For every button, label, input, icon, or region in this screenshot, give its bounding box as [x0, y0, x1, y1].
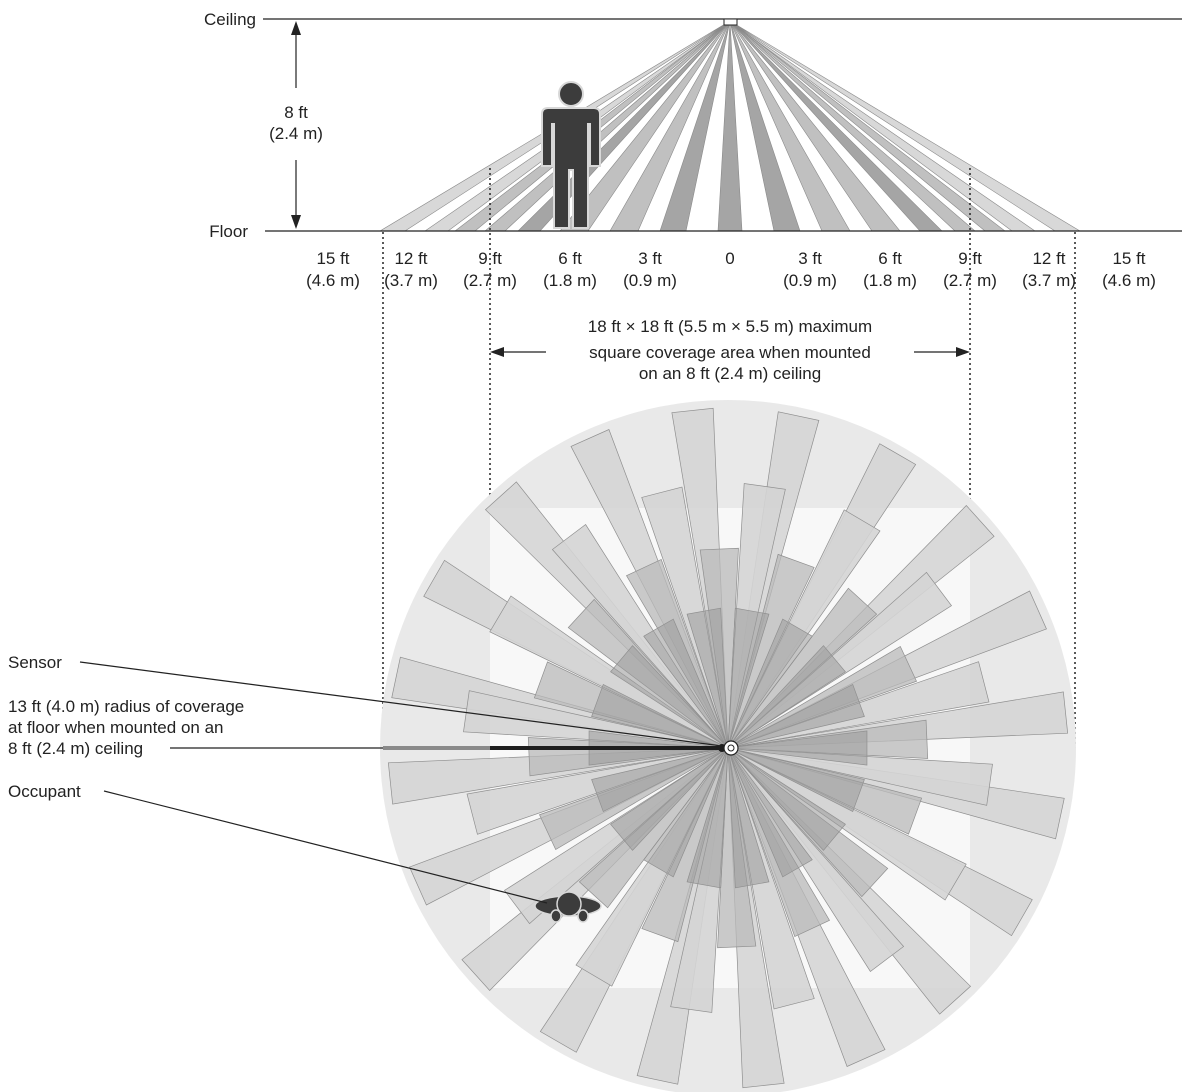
top-beam	[686, 747, 729, 889]
tick-label-m: (0.9 m)	[623, 271, 677, 290]
side-beam	[729, 20, 943, 231]
tick-label-ft: 15 ft	[1112, 249, 1145, 268]
sensor-callout-label: Sensor	[8, 653, 62, 672]
top-beam	[591, 683, 729, 749]
top-beam	[643, 747, 729, 878]
top-beam	[643, 618, 729, 749]
radius-callout-line3: 8 ft (2.4 m) ceiling	[8, 739, 143, 758]
sensor-ceiling-icon	[723, 18, 738, 26]
side-beam	[729, 20, 901, 231]
occupant-leader-line	[103, 790, 548, 904]
top-view	[380, 400, 1076, 1092]
top-beam	[686, 607, 729, 749]
top-beam	[727, 747, 865, 813]
coverage-note-line1: 18 ft × 18 ft (5.5 m × 5.5 m) maximum	[588, 317, 872, 336]
height-m-label: (2.4 m)	[269, 124, 323, 143]
tick-label-m: (1.8 m)	[863, 271, 917, 290]
tick-label-ft: 15 ft	[316, 249, 349, 268]
top-beam	[610, 747, 729, 851]
tick-label-m: (3.7 m)	[1022, 271, 1076, 290]
coverage-note-line3: on an 8 ft (2.4 m) ceiling	[639, 364, 821, 383]
top-beam	[727, 747, 846, 851]
height-ft-label: 8 ft	[284, 103, 308, 122]
top-beam	[727, 607, 770, 749]
side-beam	[729, 20, 976, 231]
tick-label-ft: 6 ft	[558, 249, 582, 268]
height-dimension-arrow	[291, 21, 301, 229]
callouts: Sensor 13 ft (4.0 m) radius of coverage …	[8, 653, 723, 904]
tick-label-ft: 0	[725, 249, 734, 268]
top-beam	[727, 645, 846, 749]
tick-label-ft: 6 ft	[878, 249, 902, 268]
side-view: Ceiling Floor 8 ft (2.4 m) 15 ft (4.6 m) 1…	[204, 10, 1182, 290]
side-beam	[559, 20, 731, 231]
top-beam	[727, 618, 813, 749]
coverage-note-line2: square coverage area when mounted	[589, 343, 871, 362]
top-beam	[610, 645, 729, 749]
side-beam	[729, 20, 1081, 231]
sensor-top-icon	[723, 740, 739, 756]
tick-label-m: (3.7 m)	[384, 271, 438, 290]
tick-label-m: (4.6 m)	[306, 271, 360, 290]
side-beam	[729, 20, 851, 231]
tick-label-m: (2.7 m)	[943, 271, 997, 290]
tick-label-ft: 3 ft	[638, 249, 662, 268]
side-beam	[729, 20, 1006, 231]
floor-distance-ticks: 15 ft(4.6 m)12 ft(3.7 m)9 ft(2.7 m)6 ft(…	[306, 249, 1156, 290]
radius-callout-line1: 13 ft (4.0 m) radius of coverage	[8, 697, 244, 716]
ceiling-label: Ceiling	[204, 10, 256, 29]
side-beam	[729, 20, 801, 231]
side-beam	[517, 20, 731, 231]
side-beam	[729, 20, 1036, 231]
side-beam	[659, 20, 731, 231]
tick-label-m: (2.7 m)	[463, 271, 517, 290]
top-beam	[727, 730, 868, 766]
tick-label-m: (1.8 m)	[543, 271, 597, 290]
standing-occupant-icon	[541, 81, 601, 229]
occupant-callout-label: Occupant	[8, 782, 81, 801]
occupant-top-icon	[534, 891, 602, 923]
side-view-beams	[379, 20, 1081, 231]
tick-label-ft: 12 ft	[1032, 249, 1065, 268]
top-beam	[727, 747, 813, 878]
tick-label-ft: 12 ft	[394, 249, 427, 268]
top-beam	[727, 683, 865, 749]
side-beam	[484, 20, 731, 231]
side-beam	[609, 20, 731, 231]
tick-label-m: (0.9 m)	[783, 271, 837, 290]
top-beam	[727, 747, 770, 889]
tick-label-ft: 3 ft	[798, 249, 822, 268]
tick-label-m: (4.6 m)	[1102, 271, 1156, 290]
side-beam	[717, 20, 743, 231]
sensor-leader-line	[79, 661, 723, 747]
coverage-note: 18 ft × 18 ft (5.5 m × 5.5 m) maximum sq…	[490, 317, 970, 383]
floor-label: Floor	[209, 222, 248, 241]
radius-callout-line2: at floor when mounted on an	[8, 718, 223, 737]
top-beam	[591, 747, 729, 813]
